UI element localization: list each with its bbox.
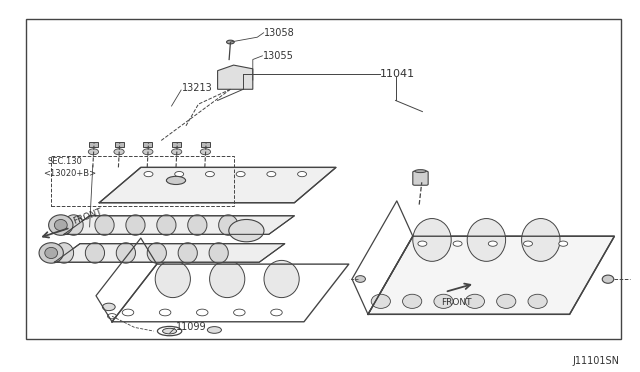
Circle shape xyxy=(418,241,427,246)
Bar xyxy=(115,142,124,147)
Circle shape xyxy=(159,309,171,316)
Text: 13213: 13213 xyxy=(182,83,213,93)
Ellipse shape xyxy=(157,215,176,235)
Polygon shape xyxy=(54,244,285,262)
Circle shape xyxy=(267,171,276,177)
Circle shape xyxy=(236,171,245,177)
Ellipse shape xyxy=(522,219,560,262)
Ellipse shape xyxy=(85,243,104,263)
Circle shape xyxy=(200,149,211,155)
Bar xyxy=(143,142,152,147)
Ellipse shape xyxy=(497,294,516,308)
Text: 13058: 13058 xyxy=(264,28,295,38)
Ellipse shape xyxy=(49,215,73,235)
Ellipse shape xyxy=(371,294,390,308)
Ellipse shape xyxy=(207,327,221,333)
Ellipse shape xyxy=(147,243,166,263)
Ellipse shape xyxy=(45,247,58,259)
Circle shape xyxy=(143,149,153,155)
Text: 13055: 13055 xyxy=(263,51,294,61)
Bar xyxy=(51,156,234,206)
Text: 11099: 11099 xyxy=(176,323,207,332)
Ellipse shape xyxy=(355,276,365,282)
Circle shape xyxy=(114,149,124,155)
Circle shape xyxy=(102,303,115,311)
Ellipse shape xyxy=(95,215,114,235)
Circle shape xyxy=(453,241,462,246)
Ellipse shape xyxy=(219,215,238,235)
Circle shape xyxy=(172,149,182,155)
Bar xyxy=(89,142,98,147)
Ellipse shape xyxy=(434,294,453,308)
Circle shape xyxy=(524,241,532,246)
Polygon shape xyxy=(99,167,336,203)
Bar xyxy=(172,142,181,147)
Circle shape xyxy=(234,309,245,316)
Circle shape xyxy=(559,241,568,246)
Text: <13020+B>: <13020+B> xyxy=(44,169,97,177)
Ellipse shape xyxy=(64,215,83,235)
Ellipse shape xyxy=(156,260,191,298)
Ellipse shape xyxy=(602,275,614,283)
Ellipse shape xyxy=(415,170,426,173)
Bar xyxy=(201,142,210,147)
Text: J11101SN: J11101SN xyxy=(573,356,620,366)
Ellipse shape xyxy=(54,243,74,263)
Ellipse shape xyxy=(178,243,197,263)
Text: SEC.130: SEC.130 xyxy=(48,157,83,166)
Circle shape xyxy=(196,309,208,316)
Circle shape xyxy=(488,241,497,246)
Circle shape xyxy=(122,309,134,316)
Circle shape xyxy=(175,171,184,177)
Ellipse shape xyxy=(467,219,506,262)
Ellipse shape xyxy=(229,219,264,242)
Ellipse shape xyxy=(126,215,145,235)
Circle shape xyxy=(298,171,307,177)
Ellipse shape xyxy=(116,243,136,263)
Ellipse shape xyxy=(227,40,234,44)
Ellipse shape xyxy=(157,327,182,336)
Text: 11041: 11041 xyxy=(380,70,415,79)
Text: FRONT: FRONT xyxy=(442,298,472,307)
Polygon shape xyxy=(218,65,253,89)
Polygon shape xyxy=(64,216,294,234)
Polygon shape xyxy=(368,236,614,314)
Ellipse shape xyxy=(210,260,245,298)
FancyBboxPatch shape xyxy=(413,171,428,185)
Ellipse shape xyxy=(209,243,228,263)
Ellipse shape xyxy=(264,260,300,298)
Circle shape xyxy=(205,171,214,177)
Ellipse shape xyxy=(465,294,484,308)
Ellipse shape xyxy=(39,243,63,263)
Ellipse shape xyxy=(188,215,207,235)
Ellipse shape xyxy=(403,294,422,308)
Ellipse shape xyxy=(163,328,177,334)
Text: FRONT: FRONT xyxy=(72,207,104,226)
Ellipse shape xyxy=(528,294,547,308)
Circle shape xyxy=(88,149,99,155)
Bar xyxy=(26,19,621,339)
Circle shape xyxy=(144,171,153,177)
Ellipse shape xyxy=(166,176,186,185)
Circle shape xyxy=(271,309,282,316)
Ellipse shape xyxy=(413,219,451,262)
Ellipse shape xyxy=(54,219,67,231)
